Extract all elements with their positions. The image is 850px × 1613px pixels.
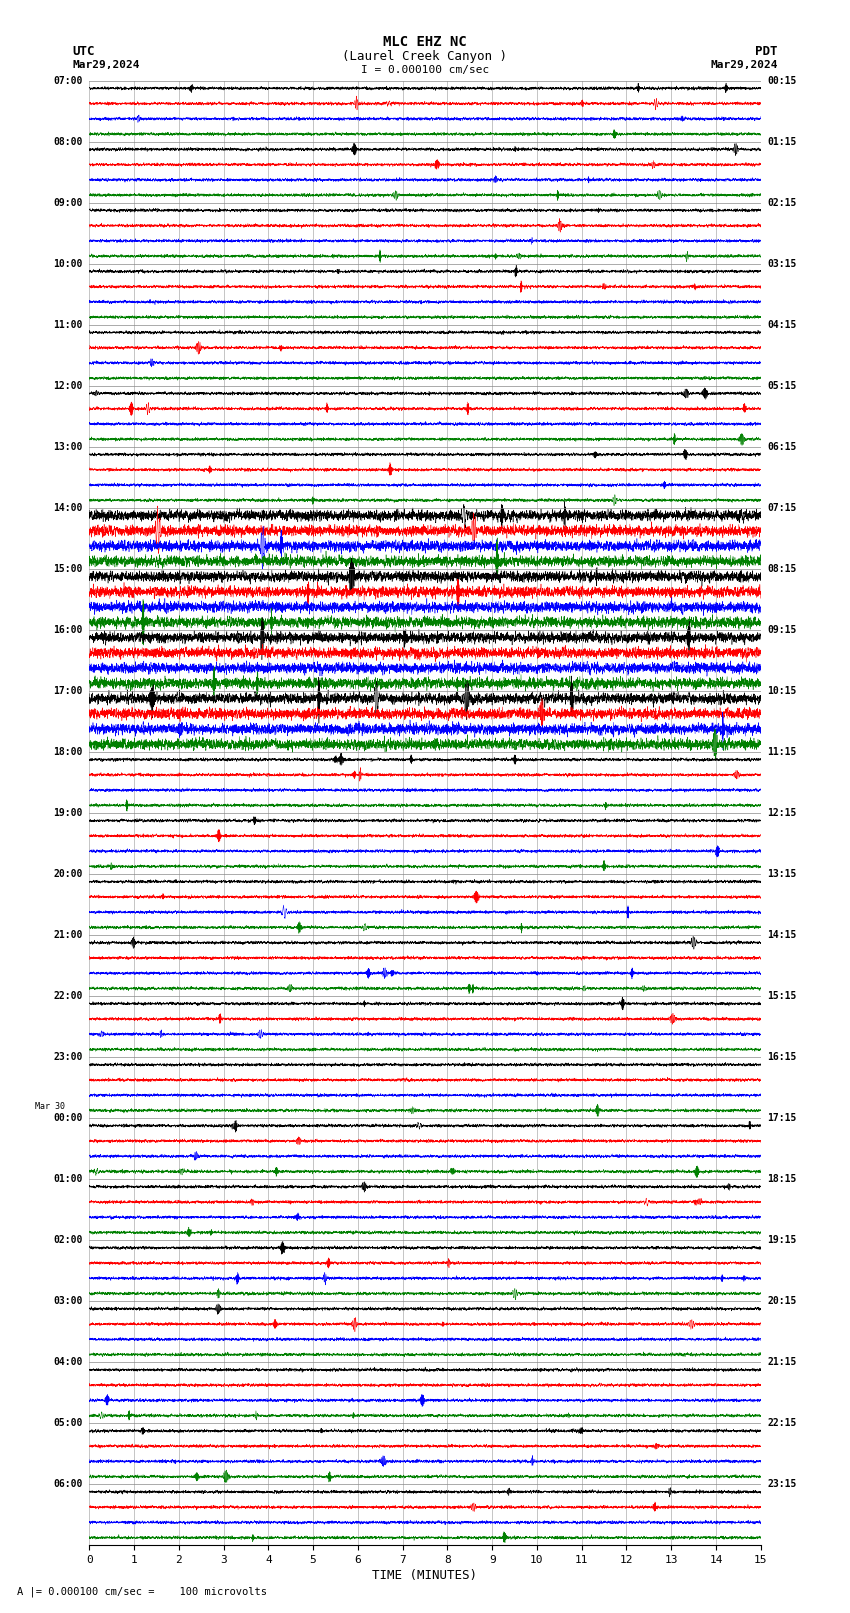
Text: 14:00: 14:00	[54, 503, 82, 513]
Text: 03:15: 03:15	[768, 258, 796, 269]
Text: 14:15: 14:15	[768, 931, 796, 940]
Text: 21:00: 21:00	[54, 931, 82, 940]
Text: 05:00: 05:00	[54, 1418, 82, 1428]
Text: 09:15: 09:15	[768, 624, 796, 636]
Text: 22:00: 22:00	[54, 990, 82, 1002]
Text: PDT: PDT	[756, 45, 778, 58]
Text: 20:00: 20:00	[54, 869, 82, 879]
Text: 07:00: 07:00	[54, 76, 82, 85]
Text: 03:00: 03:00	[54, 1297, 82, 1307]
Text: 05:15: 05:15	[768, 381, 796, 390]
Text: 18:00: 18:00	[54, 747, 82, 756]
Text: 11:00: 11:00	[54, 319, 82, 329]
Text: 12:15: 12:15	[768, 808, 796, 818]
Text: A |= 0.000100 cm/sec =    100 microvolts: A |= 0.000100 cm/sec = 100 microvolts	[17, 1586, 267, 1597]
Text: 17:15: 17:15	[768, 1113, 796, 1123]
Text: 13:00: 13:00	[54, 442, 82, 452]
Text: 21:15: 21:15	[768, 1357, 796, 1368]
Text: 15:15: 15:15	[768, 990, 796, 1002]
Text: 02:15: 02:15	[768, 198, 796, 208]
Text: 16:15: 16:15	[768, 1052, 796, 1061]
Text: 08:15: 08:15	[768, 565, 796, 574]
Text: 07:15: 07:15	[768, 503, 796, 513]
Text: 10:00: 10:00	[54, 258, 82, 269]
Text: Mar29,2024: Mar29,2024	[711, 60, 778, 69]
Text: 09:00: 09:00	[54, 198, 82, 208]
Text: 04:15: 04:15	[768, 319, 796, 329]
Text: 23:00: 23:00	[54, 1052, 82, 1061]
Text: 12:00: 12:00	[54, 381, 82, 390]
Text: 01:00: 01:00	[54, 1174, 82, 1184]
Text: Mar 30: Mar 30	[35, 1102, 65, 1111]
Text: 08:00: 08:00	[54, 137, 82, 147]
Text: UTC: UTC	[72, 45, 94, 58]
Text: Mar29,2024: Mar29,2024	[72, 60, 139, 69]
Text: 23:15: 23:15	[768, 1479, 796, 1489]
X-axis label: TIME (MINUTES): TIME (MINUTES)	[372, 1569, 478, 1582]
Text: 17:00: 17:00	[54, 686, 82, 695]
Text: 02:00: 02:00	[54, 1236, 82, 1245]
Text: 00:15: 00:15	[768, 76, 796, 85]
Text: 18:15: 18:15	[768, 1174, 796, 1184]
Text: (Laurel Creek Canyon ): (Laurel Creek Canyon )	[343, 50, 507, 63]
Text: 19:15: 19:15	[768, 1236, 796, 1245]
Text: 16:00: 16:00	[54, 624, 82, 636]
Text: 10:15: 10:15	[768, 686, 796, 695]
Text: 15:00: 15:00	[54, 565, 82, 574]
Text: 01:15: 01:15	[768, 137, 796, 147]
Text: 22:15: 22:15	[768, 1418, 796, 1428]
Text: MLC EHZ NC: MLC EHZ NC	[383, 35, 467, 50]
Text: 20:15: 20:15	[768, 1297, 796, 1307]
Text: 13:15: 13:15	[768, 869, 796, 879]
Text: I = 0.000100 cm/sec: I = 0.000100 cm/sec	[361, 65, 489, 74]
Text: 06:15: 06:15	[768, 442, 796, 452]
Text: 19:00: 19:00	[54, 808, 82, 818]
Text: 00:00: 00:00	[54, 1113, 82, 1123]
Text: 04:00: 04:00	[54, 1357, 82, 1368]
Text: 11:15: 11:15	[768, 747, 796, 756]
Text: 06:00: 06:00	[54, 1479, 82, 1489]
